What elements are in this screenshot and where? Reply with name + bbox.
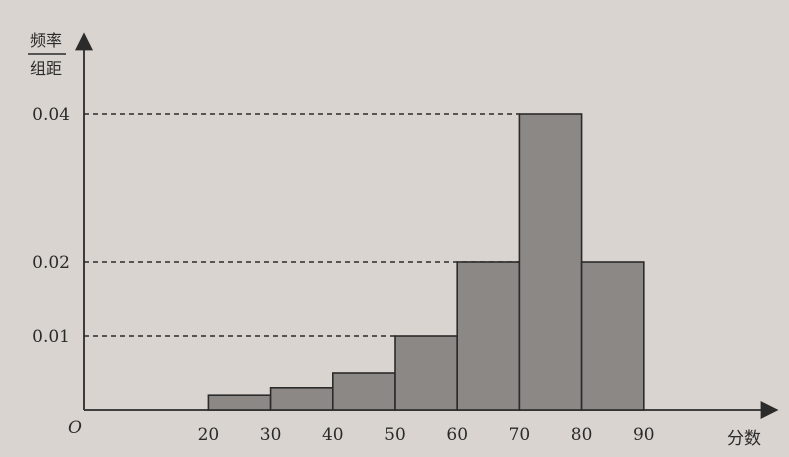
histogram-bar-80-90 <box>580 261 645 411</box>
histogram-bar-60-70 <box>456 261 521 411</box>
x-tick-label-40: 40 <box>322 425 344 445</box>
histogram-bar-30-40 <box>269 386 334 411</box>
y-tick-label-1: 0.01 <box>32 327 70 347</box>
x-tick-label-70: 70 <box>509 425 531 445</box>
x-tick-label-90: 90 <box>633 425 655 445</box>
y-axis-label-numerator: 频率 <box>30 31 62 50</box>
histogram-bar-50-60 <box>394 335 459 411</box>
y-axis-label-denominator: 组距 <box>30 59 62 78</box>
x-tick-label-50: 50 <box>384 425 406 445</box>
x-tick-label-80: 80 <box>571 425 593 445</box>
x-tick-label-20: 20 <box>198 425 220 445</box>
histogram-bar-70-80 <box>518 113 583 411</box>
origin-label: O <box>68 418 82 438</box>
x-tick-label-30: 30 <box>260 425 282 445</box>
histogram-bar-20-30 <box>207 394 272 411</box>
y-tick-label-2: 0.02 <box>32 253 70 273</box>
histogram-bar-40-50 <box>331 372 396 411</box>
x-axis-label: 分数 <box>727 429 761 449</box>
y-tick-label-3: 0.04 <box>32 105 70 125</box>
x-tick-label-60: 60 <box>446 425 468 445</box>
